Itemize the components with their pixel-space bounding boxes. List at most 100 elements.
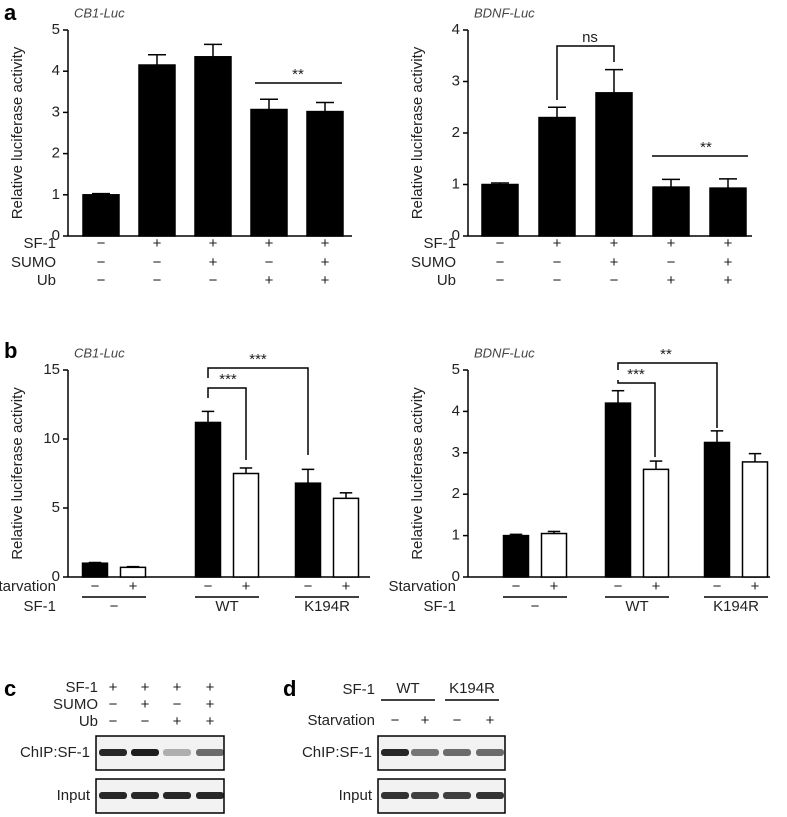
condition-sign: +	[667, 272, 676, 289]
y-axis-label: Relative luciferase activity	[9, 387, 26, 560]
band	[411, 749, 439, 756]
condition-label: Ub	[37, 272, 56, 289]
y-tick-label: 3	[452, 72, 460, 89]
starvation-sign: +	[242, 578, 251, 595]
bar	[138, 64, 176, 237]
starvation-sign: −	[614, 578, 623, 595]
bar	[703, 441, 731, 578]
condition-sign: −	[610, 272, 619, 289]
y-tick-label: 5	[452, 361, 460, 378]
bar	[250, 108, 288, 237]
band	[381, 792, 409, 799]
condition-label: Ub	[437, 272, 456, 289]
condition-sign: +	[206, 679, 215, 696]
condition-sign: +	[153, 235, 162, 252]
condition-label: SF-1	[423, 235, 456, 252]
condition-label: Starvation	[307, 712, 375, 729]
condition-sign: +	[209, 235, 218, 252]
band	[476, 749, 504, 756]
y-tick-label: 2	[452, 485, 460, 502]
band	[443, 749, 471, 756]
group-label: SF-1	[342, 681, 375, 698]
row-label: Starvation	[388, 578, 456, 595]
condition-sign: +	[724, 272, 733, 289]
condition-sign: −	[109, 696, 118, 713]
x-tick-label: K194R	[304, 598, 350, 615]
significance-label: ***	[249, 351, 267, 368]
x-tick-label: K194R	[713, 598, 759, 615]
y-tick-label: 4	[452, 21, 460, 38]
x-tick-label: WT	[215, 598, 238, 615]
condition-label: Ub	[79, 713, 98, 730]
y-tick-label: 1	[452, 527, 460, 544]
condition-label: SF-1	[65, 679, 98, 696]
condition-label: SUMO	[411, 254, 456, 271]
panel-label: d	[283, 676, 296, 701]
bar	[538, 116, 576, 237]
lane-label: Input	[57, 787, 91, 804]
y-tick-label: 5	[52, 499, 60, 516]
starvation-sign: +	[751, 578, 760, 595]
starvation-sign: −	[713, 578, 722, 595]
bar	[595, 92, 633, 237]
significance-bracket	[556, 45, 615, 100]
condition-sign: −	[667, 254, 676, 271]
y-tick-label: 10	[43, 430, 60, 447]
condition-sign: +	[667, 235, 676, 252]
condition-sign: +	[724, 254, 733, 271]
chart-title: CB1-Luc	[74, 345, 125, 360]
bar	[294, 482, 322, 578]
starvation-sign: +	[129, 578, 138, 595]
panel-label: a	[4, 0, 17, 25]
condition-sign: +	[173, 679, 182, 696]
starvation-sign: −	[304, 578, 313, 595]
y-tick-label: 0	[52, 568, 60, 585]
y-tick-label: 5	[52, 21, 60, 38]
bar	[652, 186, 690, 237]
condition-sign: +	[610, 235, 619, 252]
starvation-sign: −	[512, 578, 521, 595]
significance-bracket	[617, 380, 656, 457]
y-tick-label: 1	[452, 175, 460, 192]
significance-label: ns	[582, 29, 598, 46]
condition-sign: −	[173, 696, 182, 713]
bar	[81, 562, 109, 578]
bar	[741, 461, 769, 578]
condition-sign: −	[209, 272, 218, 289]
condition-sign: +	[265, 272, 274, 289]
y-tick-label: 1	[52, 186, 60, 203]
band	[163, 749, 191, 756]
condition-sign: +	[553, 235, 562, 252]
y-tick-label: 15	[43, 361, 60, 378]
x-tick-label: −	[110, 598, 119, 615]
condition-sign: +	[610, 254, 619, 271]
condition-sign: +	[141, 679, 150, 696]
panel-label: c	[4, 676, 16, 701]
panel-label: b	[4, 338, 17, 363]
group-name: WT	[396, 680, 419, 697]
y-tick-label: 3	[452, 444, 460, 461]
chart-title: CB1-Luc	[74, 5, 125, 20]
row-label: SF-1	[423, 598, 456, 615]
bar	[232, 472, 260, 578]
condition-sign: +	[265, 235, 274, 252]
y-tick-label: 2	[452, 124, 460, 141]
group-name: K194R	[449, 680, 495, 697]
condition-sign: −	[391, 712, 400, 729]
x-tick-label: −	[531, 598, 540, 615]
condition-sign: −	[153, 254, 162, 271]
significance-bracket	[207, 387, 247, 460]
bar	[709, 187, 747, 237]
condition-sign: +	[173, 713, 182, 730]
bar	[306, 110, 344, 237]
condition-sign: +	[209, 254, 218, 271]
band	[131, 749, 159, 756]
band	[196, 749, 224, 756]
condition-label: SF-1	[23, 235, 56, 252]
condition-label: SUMO	[53, 696, 98, 713]
band	[163, 792, 191, 799]
condition-sign: +	[724, 235, 733, 252]
condition-sign: −	[496, 272, 505, 289]
y-axis-label: Relative luciferase activity	[9, 46, 26, 219]
